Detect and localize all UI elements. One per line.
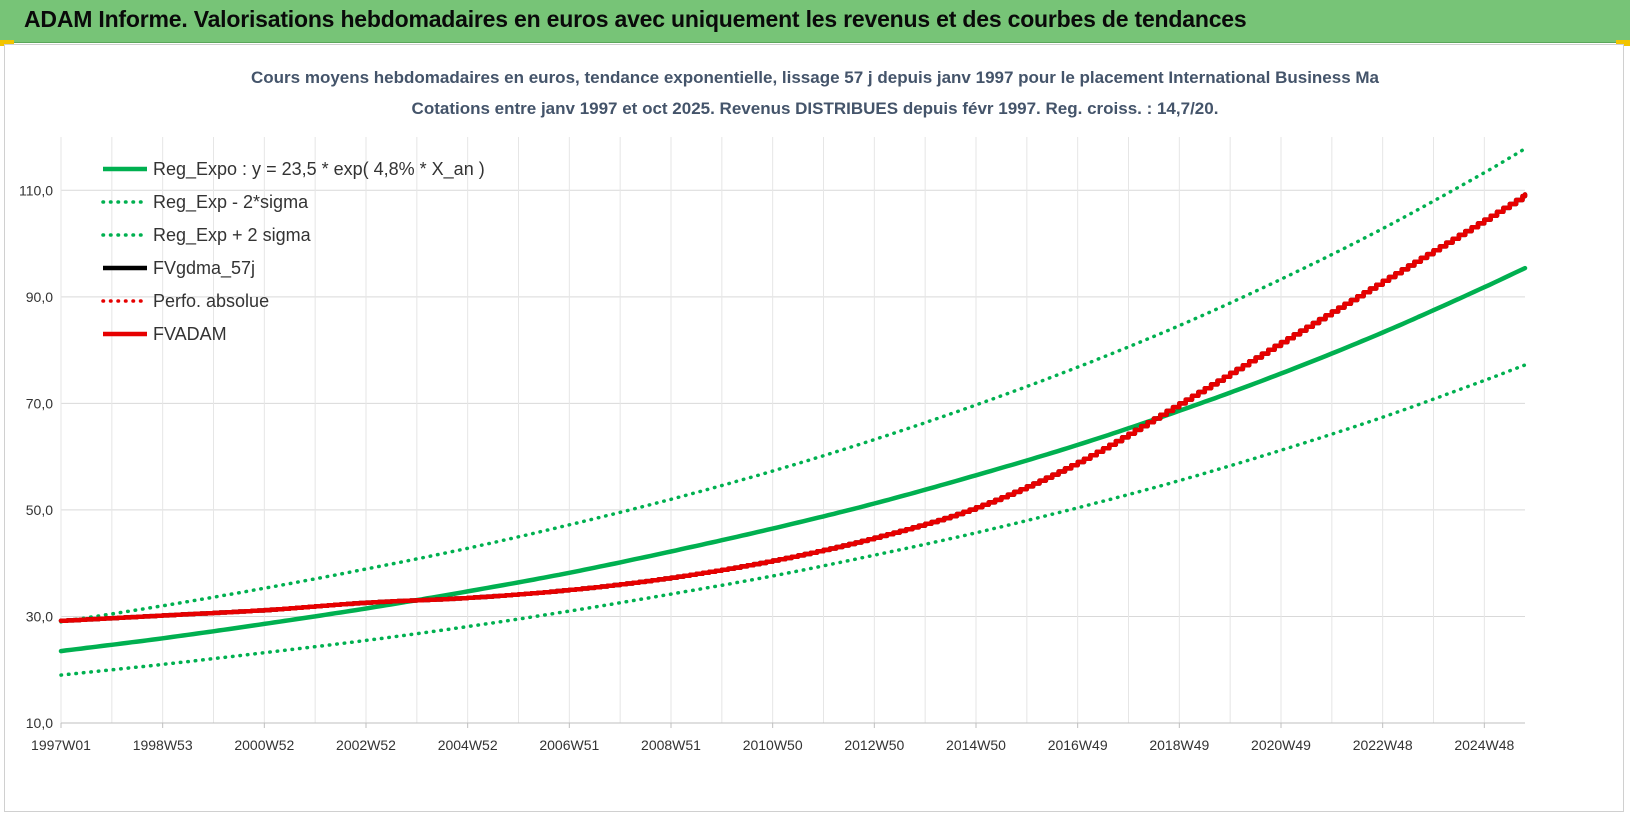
x-tick-label: 2012W50 [844, 737, 904, 753]
corner-mark-right [1616, 40, 1630, 46]
y-tick-label: 110,0 [19, 182, 53, 198]
y-tick-label: 70,0 [26, 395, 53, 411]
x-tick-label: 2016W49 [1048, 737, 1108, 753]
header-bar: ADAM Informe. Valorisations hebdomadaire… [0, 0, 1630, 43]
chart-svg: 10,0 30,0 50,0 70,0 90,0 110,0 1997W01 1998W53 2… [19, 68, 1528, 753]
x-tick-label: 2010W50 [743, 737, 803, 753]
chart-title-line-2: Cotations entre janv 1997 et oct 2025. R… [412, 99, 1219, 118]
y-tick-label: 10,0 [26, 715, 53, 731]
chart-title-line-1: Cours moyens hebdomadaires en euros, ten… [251, 68, 1380, 87]
series-layer [58, 146, 1528, 677]
x-tick-label: 2020W49 [1251, 737, 1311, 753]
chart-area: 10,0 30,0 50,0 70,0 90,0 110,0 1997W01 1998W53 2… [4, 44, 1624, 812]
x-tick-label: 2002W52 [336, 737, 396, 753]
x-tick-label: 2004W52 [438, 737, 498, 753]
x-tick-label: 2006W51 [539, 737, 599, 753]
series-line-5 [58, 192, 1528, 623]
legend-label-4: Perfo. absolue [153, 291, 269, 311]
y-tick-label: 90,0 [26, 289, 53, 305]
legend-label-5: FVADAM [153, 324, 227, 344]
chart-title: Cours moyens hebdomadaires en euros, ten… [251, 68, 1380, 118]
x-tick-label: 2022W48 [1353, 737, 1413, 753]
corner-mark-left [0, 40, 14, 46]
x-tick-label: 2008W51 [641, 737, 701, 753]
header-title: ADAM Informe. Valorisations hebdomadaire… [24, 6, 1247, 32]
legend-label-0: Reg_Expo : y = 23,5 * exp( 4,8% * X_an ) [153, 159, 485, 180]
y-tick-label: 30,0 [26, 608, 53, 624]
legend-layer: Reg_Expo : y = 23,5 * exp( 4,8% * X_an )… [101, 159, 485, 344]
x-tick-label: 2024W48 [1454, 737, 1514, 753]
series-line-1 [59, 363, 1527, 677]
legend-label-2: Reg_Exp + 2 sigma [153, 225, 312, 246]
axis-layer: 10,0 30,0 50,0 70,0 90,0 110,0 1997W01 1998W53 2… [19, 182, 1525, 753]
legend-label-1: Reg_Exp - 2*sigma [153, 192, 309, 213]
x-tick-label: 2018W49 [1149, 737, 1209, 753]
legend-label-3: FVgdma_57j [153, 258, 255, 279]
x-tick-label: 2000W52 [234, 737, 294, 753]
series-line-0 [58, 265, 1528, 654]
x-tick-label: 1997W01 [31, 737, 91, 753]
grid-layer [60, 137, 1525, 724]
x-tick-label: 1998W53 [133, 737, 193, 753]
y-tick-label: 50,0 [26, 502, 53, 518]
series-line-2 [59, 146, 1527, 624]
x-tick-label: 2014W50 [946, 737, 1006, 753]
